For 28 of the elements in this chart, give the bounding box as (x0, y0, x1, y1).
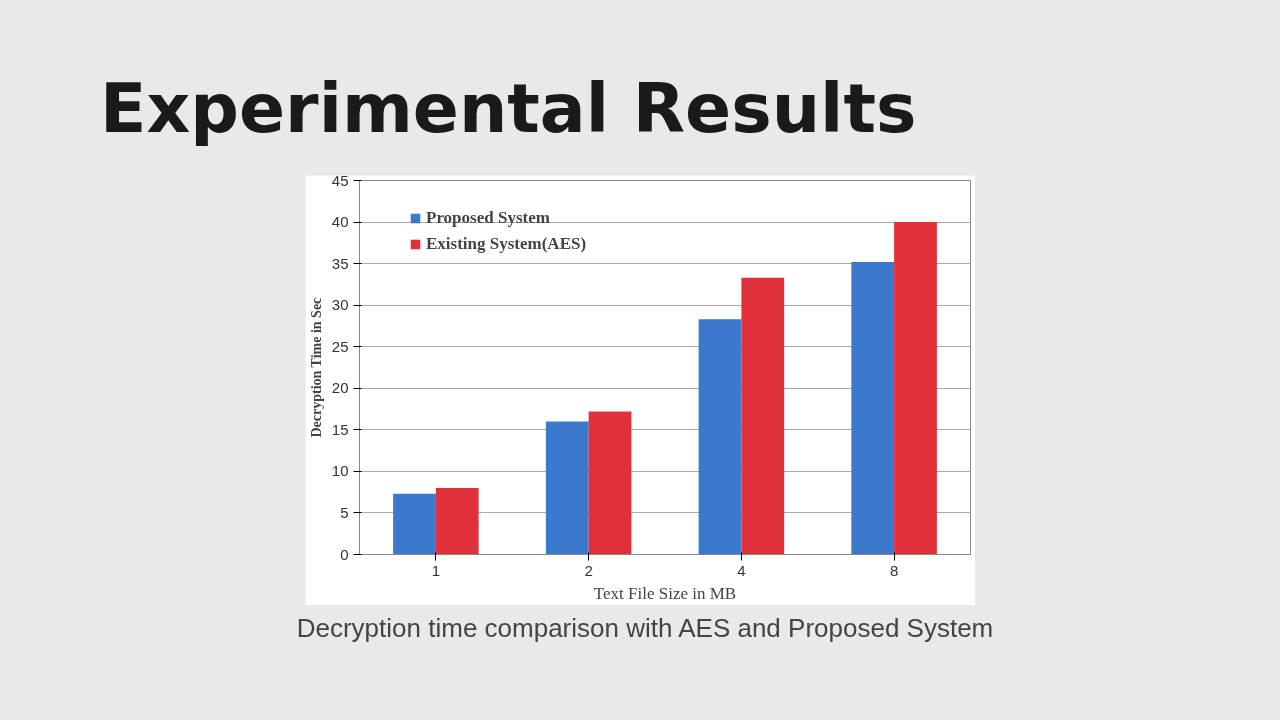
chart-title: Experimental Results (100, 68, 917, 150)
bar (588, 411, 632, 555)
y-axis-title: Decryption Time in Sec (308, 297, 324, 438)
bar (741, 277, 785, 555)
bar (435, 488, 479, 555)
x-tick-label: 8 (889, 561, 899, 579)
bar (545, 421, 589, 555)
y-tick-label: 35 (331, 254, 349, 272)
y-tick-label: 5 (340, 503, 349, 521)
y-tick-label: 0 (340, 545, 349, 563)
y-tick-label: 20 (331, 379, 349, 397)
x-tick-label: 4 (737, 561, 746, 579)
y-tick-label: 45 (331, 171, 349, 189)
x-axis-title: Text File Size in MB (593, 583, 737, 603)
y-tick-label: 30 (331, 296, 349, 314)
y-tick-label: 15 (331, 420, 349, 438)
legend-label: Existing System(AES) (426, 234, 587, 254)
y-tick-label: 25 (331, 337, 349, 355)
legend-label: Proposed System (426, 208, 550, 228)
bar (698, 319, 742, 555)
bar (894, 222, 937, 555)
text: Decryption time comparison with AES and Proposed System (296, 612, 994, 645)
bar (393, 493, 436, 555)
x-tick-label: 1 (431, 561, 441, 579)
x-tick-label: 2 (584, 561, 593, 579)
bar (851, 261, 895, 555)
y-tick-label: 10 (331, 462, 349, 480)
y-tick-label: 40 (331, 213, 349, 231)
